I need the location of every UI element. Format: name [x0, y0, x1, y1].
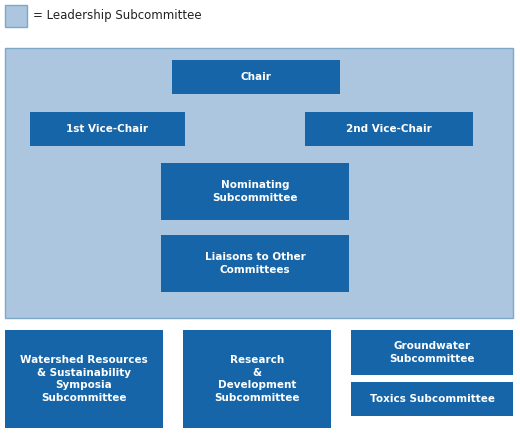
FancyBboxPatch shape [161, 235, 349, 292]
Text: Watershed Resources
& Sustainability
Symposia
Subcommittee: Watershed Resources & Sustainability Sym… [20, 355, 148, 403]
FancyBboxPatch shape [161, 163, 349, 220]
Text: Groundwater
Subcommittee: Groundwater Subcommittee [389, 341, 475, 364]
Text: Research
&
Development
Subcommittee: Research & Development Subcommittee [214, 355, 300, 403]
FancyBboxPatch shape [305, 112, 473, 146]
Text: = Leadership Subcommittee: = Leadership Subcommittee [33, 10, 202, 23]
FancyBboxPatch shape [5, 5, 27, 27]
Text: Chair: Chair [241, 72, 271, 82]
Text: Toxics Subcommittee: Toxics Subcommittee [370, 394, 495, 404]
Text: Nominating
Subcommittee: Nominating Subcommittee [212, 180, 298, 203]
FancyBboxPatch shape [5, 330, 163, 428]
FancyBboxPatch shape [30, 112, 185, 146]
FancyBboxPatch shape [351, 330, 513, 375]
FancyBboxPatch shape [172, 60, 340, 94]
Text: 2nd Vice-Chair: 2nd Vice-Chair [346, 124, 432, 134]
Text: Liaisons to Other
Committees: Liaisons to Other Committees [205, 252, 305, 275]
FancyBboxPatch shape [5, 48, 513, 318]
FancyBboxPatch shape [351, 382, 513, 416]
FancyBboxPatch shape [183, 330, 331, 428]
Text: 1st Vice-Chair: 1st Vice-Chair [67, 124, 149, 134]
